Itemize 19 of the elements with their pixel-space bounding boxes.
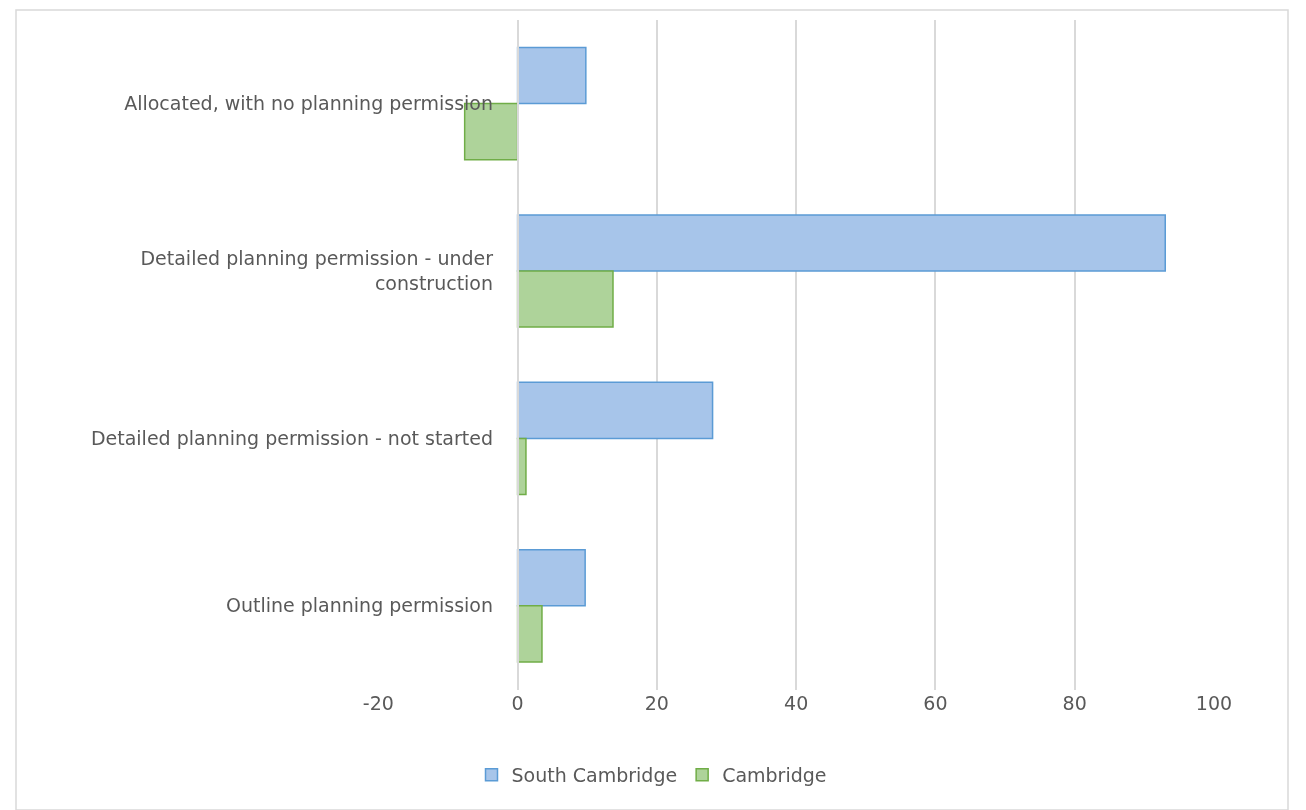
- bar: [516, 548, 586, 607]
- bar: [516, 605, 543, 663]
- x-tick-label: 100: [1195, 691, 1233, 714]
- y-tick-label: Detailed planning permission - under construction: [140, 247, 494, 294]
- x-tick-label: 20: [644, 691, 669, 714]
- bar: [516, 214, 1166, 272]
- legend-label: Cambridge: [722, 764, 827, 787]
- x-tick-label: 80: [1062, 691, 1087, 714]
- x-tick-label: 60: [923, 691, 948, 714]
- legend-label: South Cambridge: [511, 764, 678, 787]
- bar: [516, 381, 714, 440]
- y-tick-label: Outline planning permission: [226, 594, 494, 617]
- y-tick-label: Detailed planning permission - not started: [90, 427, 494, 450]
- bar: [516, 46, 587, 105]
- x-tick-label: 40: [784, 691, 809, 714]
- y-tick-label: Allocated, with no planning permission: [124, 92, 494, 115]
- x-tick-label: -20: [362, 691, 394, 714]
- bar: [516, 270, 614, 328]
- x-tick-label: 0: [511, 691, 524, 714]
